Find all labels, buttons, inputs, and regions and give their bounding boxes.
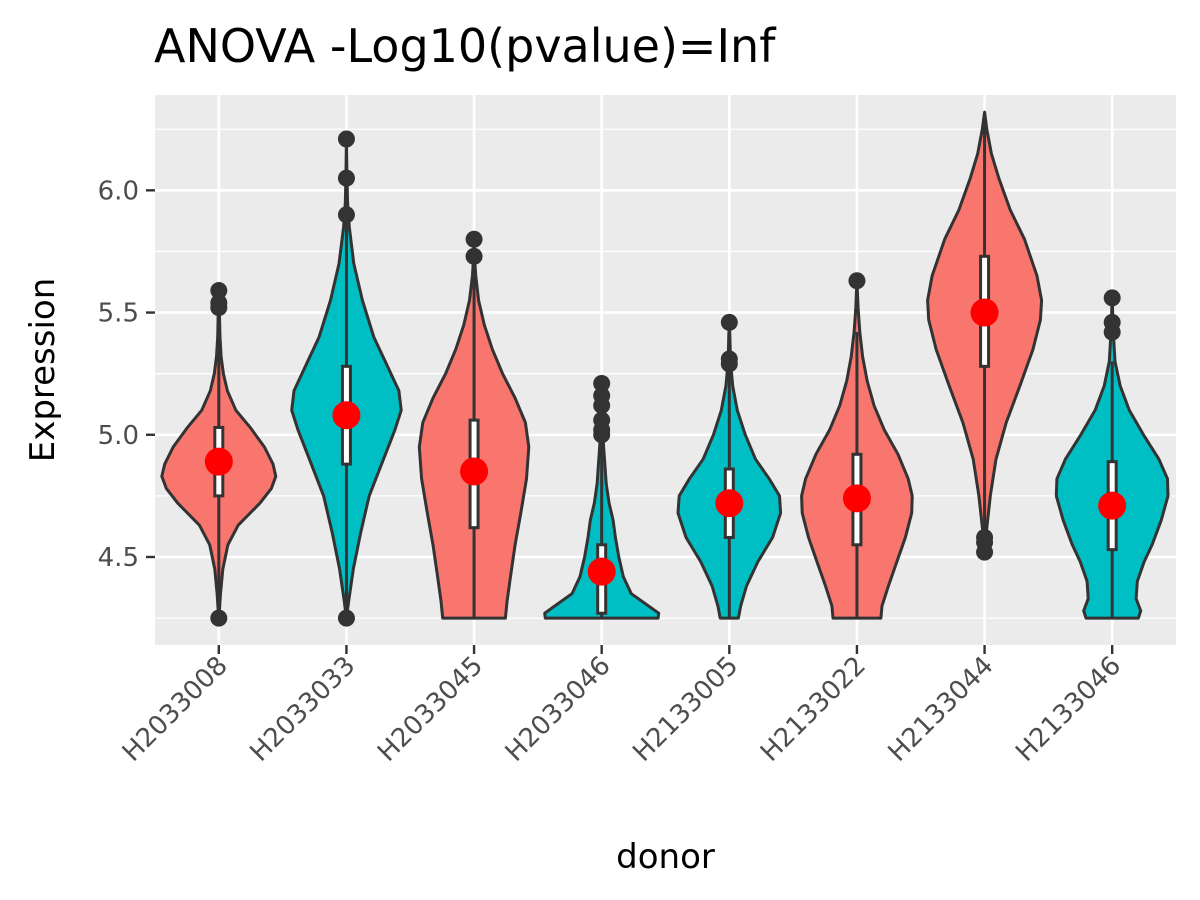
outlier-point: [337, 169, 355, 187]
x-tick-label: H2033033: [244, 651, 361, 768]
violin-H2133046: [1054, 289, 1170, 620]
outlier-point: [337, 609, 355, 627]
outlier-point: [593, 411, 611, 429]
violin-H2033033: [290, 130, 403, 627]
violin-H2033045: [417, 230, 531, 620]
outlier-point: [593, 374, 611, 392]
outlier-point: [210, 282, 228, 300]
x-tick-label: H2033046: [500, 651, 617, 768]
mean-point: [204, 447, 233, 476]
x-tick-label: H2033008: [117, 651, 234, 768]
outlier-point: [720, 350, 738, 368]
outlier-point: [720, 313, 738, 331]
x-axis-title: donor: [616, 837, 715, 877]
y-axis-title: Expression: [23, 278, 63, 463]
x-tick-label: H2133005: [627, 651, 744, 768]
violin-H2133044: [926, 110, 1044, 561]
mean-point: [970, 298, 999, 327]
x-tick-label: H2133022: [755, 651, 872, 768]
outlier-point: [1103, 313, 1121, 331]
violin-H2033008: [160, 282, 278, 627]
mean-point: [715, 489, 744, 518]
y-tick-label: 6.0: [98, 176, 139, 206]
outlier-point: [1103, 289, 1121, 307]
outlier-point: [465, 230, 483, 248]
outlier-point: [465, 247, 483, 265]
y-tick-label: 5.0: [98, 421, 139, 451]
x-tick-label: H2133046: [1010, 651, 1127, 768]
outlier-point: [337, 130, 355, 148]
chart-title: ANOVA -Log10(pvalue)=Inf: [154, 19, 777, 73]
violin-H2133005: [676, 313, 783, 620]
mean-point: [460, 457, 489, 486]
outlier-point: [593, 387, 611, 405]
violin-H2033046: [543, 374, 661, 620]
outlier-point: [337, 206, 355, 224]
x-tick-label: H2033045: [372, 651, 489, 768]
y-tick-label: 5.5: [98, 299, 139, 329]
y-tick-label: 4.5: [98, 543, 139, 573]
outlier-point: [976, 528, 994, 546]
mean-point: [842, 484, 871, 513]
mean-point: [587, 557, 616, 586]
violin-H2133022: [800, 272, 914, 620]
outlier-point: [210, 294, 228, 312]
violins: [160, 110, 1170, 627]
outlier-point: [848, 272, 866, 290]
outlier-point: [210, 609, 228, 627]
x-tick-label: H2133044: [883, 651, 1000, 768]
mean-point: [332, 401, 361, 430]
mean-point: [1098, 491, 1127, 520]
